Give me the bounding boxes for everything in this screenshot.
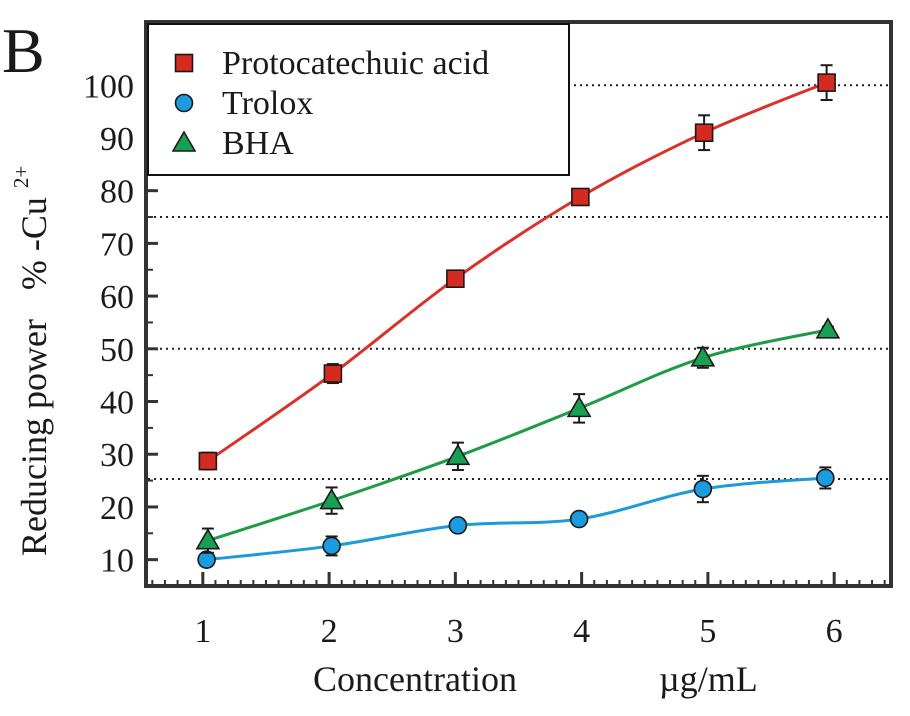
y-tick-label: 30 <box>100 437 134 474</box>
data-point <box>694 123 714 142</box>
series-trolox <box>197 466 835 569</box>
y-tick-label: 80 <box>100 174 134 211</box>
series-bha <box>195 317 841 554</box>
data-point <box>448 516 468 535</box>
data-point <box>197 550 216 569</box>
x-axis-tick-labels: 1 2 3 4 5 6 <box>194 613 842 650</box>
x-tick-label: 2 <box>321 613 338 650</box>
data-point <box>815 317 841 339</box>
y-axis-label-text: Reducing power <box>14 319 54 556</box>
data-point <box>693 479 713 499</box>
y-axis-tick-labels: 10 20 30 40 50 60 70 80 90 100 <box>83 68 134 579</box>
series-layer <box>195 64 841 569</box>
legend-item-trolox: Trolox <box>174 85 313 122</box>
legend-item-bha: BHA <box>171 125 294 162</box>
y-tick-label: 20 <box>100 490 134 527</box>
data-point <box>817 73 836 92</box>
legend-marker <box>174 93 194 113</box>
y-tick-label: 40 <box>100 385 134 422</box>
x-tick-label: 5 <box>699 613 716 650</box>
data-point <box>566 395 592 418</box>
data-point <box>571 187 590 207</box>
data-point <box>690 345 716 367</box>
legend-box <box>147 23 570 176</box>
y-tick-label: 70 <box>100 226 134 263</box>
x-tick-label: 3 <box>447 613 464 650</box>
legend-label: Trolox <box>222 85 313 122</box>
legend-item-protocatechuic-acid: Protocatechuic acid <box>174 45 489 82</box>
x-axis-label: Concentration <box>313 659 517 699</box>
y-tick-label: 10 <box>100 543 134 580</box>
y-tick-label: 50 <box>100 332 134 369</box>
y-axis-unit-superscript: 2+ <box>9 166 33 188</box>
data-point <box>319 488 345 510</box>
y-axis-unit: % -Cu <box>14 197 54 290</box>
x-axis-unit: µg/mL <box>659 659 758 699</box>
y-tick-label: 90 <box>100 121 134 158</box>
legend-marker <box>174 53 194 73</box>
x-axis-ticks <box>151 572 886 586</box>
data-point <box>569 509 589 529</box>
data-point <box>195 528 221 550</box>
legend-label: BHA <box>222 125 294 162</box>
y-tick-label: 60 <box>100 279 134 316</box>
series-protocatechuic-acid <box>198 64 836 471</box>
data-point <box>323 364 343 383</box>
legend-label: Protocatechuic acid <box>222 45 489 82</box>
series-line <box>206 476 826 562</box>
legend-marker <box>171 130 197 152</box>
x-tick-label: 1 <box>194 613 211 650</box>
data-point <box>198 451 218 471</box>
series-line <box>207 328 829 543</box>
x-tick-label: 6 <box>826 613 843 650</box>
y-tick-label: 100 <box>83 68 134 105</box>
data-point <box>446 269 465 288</box>
x-tick-label: 4 <box>573 613 590 650</box>
y-axis-label: Reducing power % -Cu 2+ <box>9 166 54 556</box>
data-point <box>322 536 341 556</box>
data-point <box>816 468 835 488</box>
data-point <box>445 443 471 466</box>
panel-label: B <box>2 15 45 86</box>
